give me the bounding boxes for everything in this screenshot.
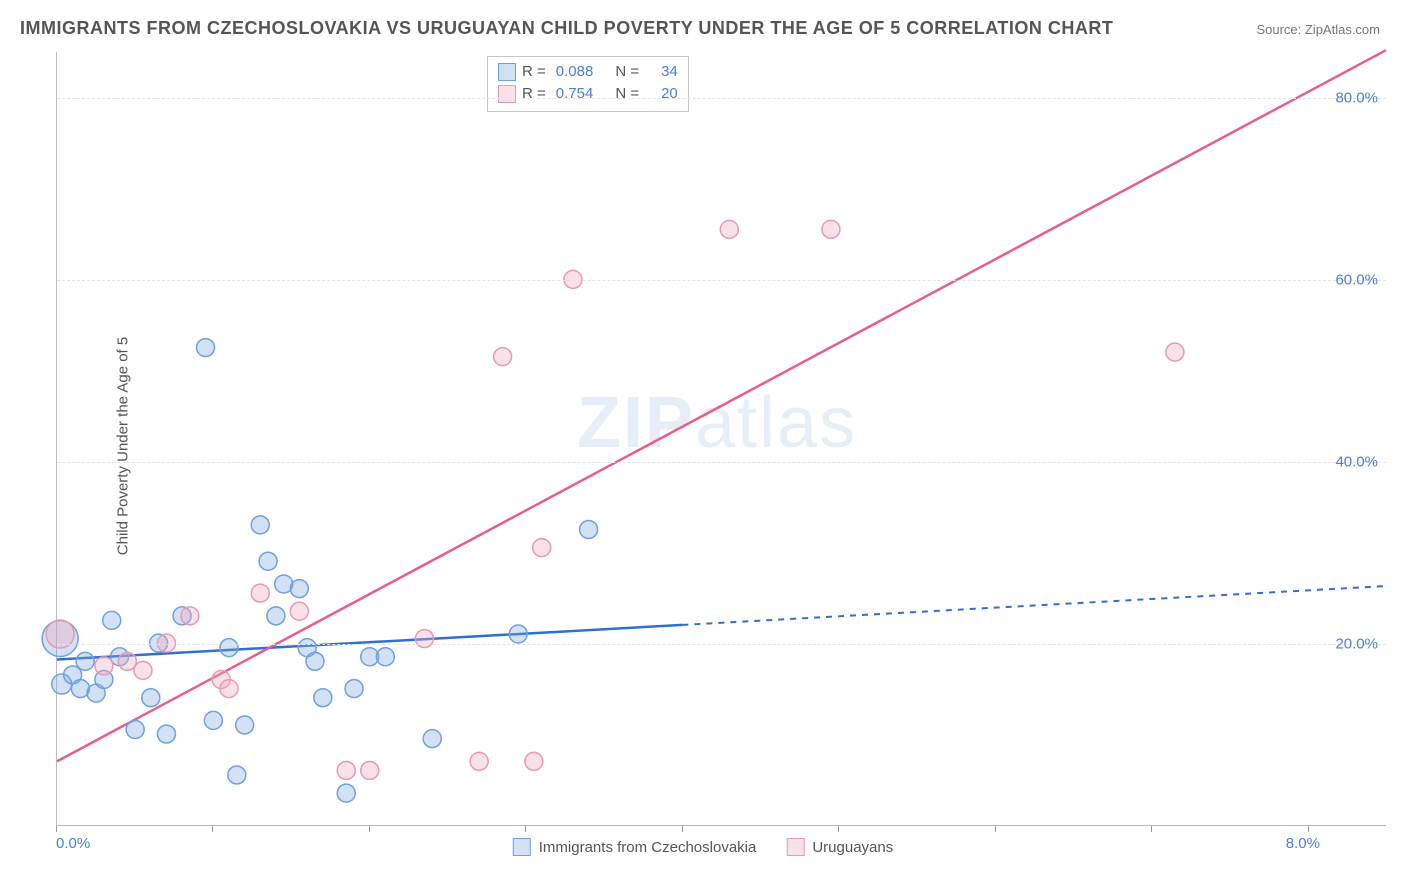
gridline xyxy=(57,462,1386,463)
data-point xyxy=(142,689,160,707)
x-tick-mark xyxy=(1308,826,1309,832)
plot-area: ZIPatlas R = 0.088 N = 34 R = 0.754 N = … xyxy=(56,52,1386,826)
r-value-a: 0.088 xyxy=(556,61,594,83)
data-point xyxy=(337,761,355,779)
data-point xyxy=(103,611,121,629)
data-point xyxy=(118,652,136,670)
legend-bottom-label-a: Immigrants from Czechoslovakia xyxy=(539,839,757,856)
data-point xyxy=(470,752,488,770)
trend-line-extrapolated xyxy=(682,586,1386,625)
r-label-b: R = xyxy=(522,83,546,105)
n-value-a: 34 xyxy=(661,61,678,83)
data-point xyxy=(157,725,175,743)
source-link[interactable]: ZipAtlas.com xyxy=(1305,22,1380,37)
data-point xyxy=(267,607,285,625)
data-point xyxy=(314,689,332,707)
legend-swatch-b xyxy=(498,85,516,103)
y-tick-label: 60.0% xyxy=(1335,271,1378,288)
gridline xyxy=(57,98,1386,99)
data-point xyxy=(306,652,324,670)
data-point xyxy=(220,639,238,657)
legend-swatch-a xyxy=(498,63,516,81)
x-tick-mark xyxy=(212,826,213,832)
data-point xyxy=(236,716,254,734)
x-tick-label: 8.0% xyxy=(1286,835,1320,852)
data-point xyxy=(126,721,144,739)
chart-svg xyxy=(57,52,1386,825)
y-tick-label: 80.0% xyxy=(1335,89,1378,106)
data-point xyxy=(76,652,94,670)
data-point xyxy=(290,580,308,598)
legend-series: Immigrants from Czechoslovakia Uruguayan… xyxy=(513,838,893,856)
data-point xyxy=(1166,343,1184,361)
data-point xyxy=(220,680,238,698)
data-point xyxy=(251,516,269,534)
x-tick-mark xyxy=(995,826,996,832)
data-point xyxy=(337,784,355,802)
data-point xyxy=(204,711,222,729)
data-point xyxy=(251,584,269,602)
y-tick-label: 20.0% xyxy=(1335,635,1378,652)
x-tick-mark xyxy=(56,826,57,832)
source-label: Source: xyxy=(1256,22,1304,37)
data-point xyxy=(259,552,277,570)
x-tick-mark xyxy=(369,826,370,832)
chart-title: IMMIGRANTS FROM CZECHOSLOVAKIA VS URUGUA… xyxy=(20,18,1113,39)
gridline xyxy=(57,644,1386,645)
legend-row-series-b: R = 0.754 N = 20 xyxy=(498,83,678,105)
n-value-b: 20 xyxy=(661,83,678,105)
legend-item-b: Uruguayans xyxy=(786,838,893,856)
data-point xyxy=(228,766,246,784)
x-tick-mark xyxy=(525,826,526,832)
legend-row-series-a: R = 0.088 N = 34 xyxy=(498,61,678,83)
data-point xyxy=(181,607,199,625)
x-tick-mark xyxy=(682,826,683,832)
source-attribution: Source: ZipAtlas.com xyxy=(1256,22,1380,37)
data-point xyxy=(423,730,441,748)
data-point xyxy=(509,625,527,643)
trend-line xyxy=(57,50,1386,761)
data-point xyxy=(720,220,738,238)
data-point xyxy=(525,752,543,770)
data-point xyxy=(290,602,308,620)
legend-bottom-label-b: Uruguayans xyxy=(812,839,893,856)
legend-correlation: R = 0.088 N = 34 R = 0.754 N = 20 xyxy=(487,56,689,112)
r-value-b: 0.754 xyxy=(556,83,594,105)
n-label-b: N = xyxy=(615,83,639,105)
legend-bottom-swatch-a xyxy=(513,838,531,856)
n-label-a: N = xyxy=(615,61,639,83)
x-tick-mark xyxy=(838,826,839,832)
data-point xyxy=(494,348,512,366)
data-point xyxy=(95,657,113,675)
legend-item-a: Immigrants from Czechoslovakia xyxy=(513,838,757,856)
gridline xyxy=(57,280,1386,281)
x-tick-mark xyxy=(1151,826,1152,832)
data-point xyxy=(822,220,840,238)
data-point xyxy=(533,539,551,557)
data-point xyxy=(376,648,394,666)
data-point xyxy=(345,680,363,698)
data-point xyxy=(197,339,215,357)
legend-bottom-swatch-b xyxy=(786,838,804,856)
x-tick-label: 0.0% xyxy=(56,835,90,852)
data-point xyxy=(361,761,379,779)
data-point xyxy=(134,661,152,679)
data-point xyxy=(580,520,598,538)
r-label-a: R = xyxy=(522,61,546,83)
y-tick-label: 40.0% xyxy=(1335,453,1378,470)
